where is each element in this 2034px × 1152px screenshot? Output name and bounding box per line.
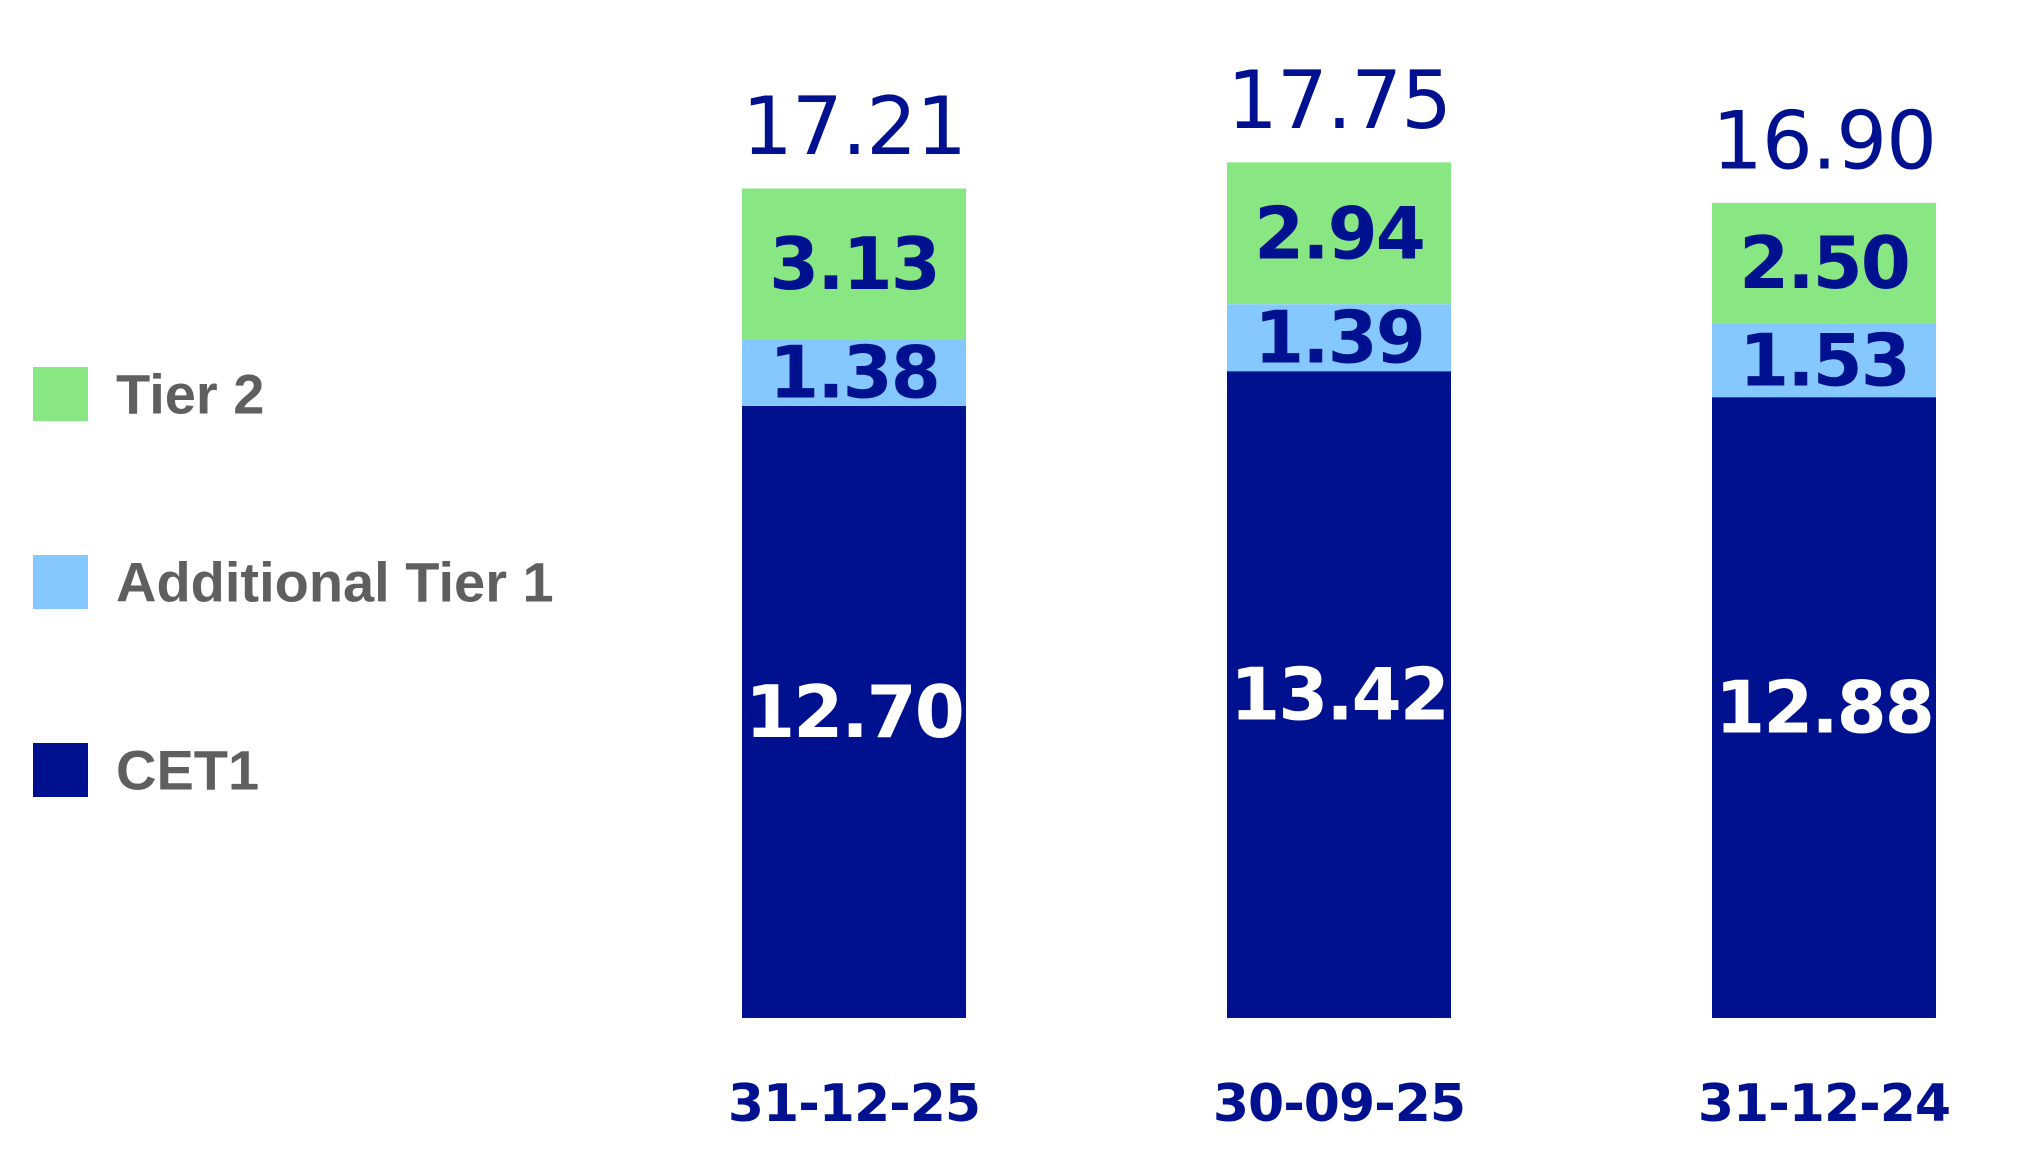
legend-label-cet1: CET1 <box>116 739 259 802</box>
data-label-additional-tier-1-31-12-24: 1.53 <box>1739 318 1909 402</box>
data-label-additional-tier-1-30-09-25: 1.39 <box>1254 296 1424 380</box>
bar-cet1-31-12-25 <box>742 405 966 1018</box>
legend-label-tier-2: Tier 2 <box>116 363 264 426</box>
data-label-tier-2-30-09-25: 2.94 <box>1254 191 1424 275</box>
bar-tier-2-31-12-24 <box>1712 202 1936 324</box>
bar-cet1-31-12-24 <box>1712 397 1936 1018</box>
category-label-31-12-25: 31-12-25 <box>728 1074 980 1134</box>
bar-additional-tier-1-30-09-25 <box>1227 304 1451 372</box>
data-label-tier-2-31-12-24: 2.50 <box>1739 221 1909 305</box>
total-label-30-09-25: 17.75 <box>1227 54 1451 147</box>
legend-swatch-tier-2 <box>33 367 88 421</box>
legend-label-additional-tier-1: Additional Tier 1 <box>116 551 554 614</box>
category-label-30-09-25: 30-09-25 <box>1213 1074 1465 1134</box>
legend-swatch-additional-tier-1 <box>33 555 88 609</box>
total-label-31-12-24: 16.90 <box>1712 94 1936 187</box>
bar-additional-tier-1-31-12-24 <box>1712 323 1936 398</box>
data-label-cet1-30-09-25: 13.42 <box>1230 653 1448 737</box>
data-label-additional-tier-1-31-12-25: 1.38 <box>769 331 939 415</box>
bar-tier-2-31-12-25 <box>742 188 966 340</box>
data-label-cet1-31-12-24: 12.88 <box>1715 666 1933 750</box>
data-label-tier-2-31-12-25: 3.13 <box>769 222 939 306</box>
chart-legend: Tier 2 Additional Tier 1 CET1 <box>33 363 554 802</box>
total-label-31-12-25: 17.21 <box>742 80 966 173</box>
data-label-cet1-31-12-25: 12.70 <box>745 670 963 754</box>
legend-swatch-cet1 <box>33 743 88 797</box>
category-label-31-12-24: 31-12-24 <box>1698 1074 1950 1134</box>
bar-tier-2-30-09-25 <box>1227 162 1451 305</box>
chart-category-axis: 31-12-25 30-09-25 31-12-24 <box>728 1074 1951 1134</box>
bar-cet1-30-09-25 <box>1227 371 1451 1018</box>
chart-bars: 12.70 1.38 3.13 13.42 1.39 2.94 12.88 1.53 2.50 <box>742 162 1936 1018</box>
chart-totals: 17.21 17.75 16.90 <box>742 54 1937 187</box>
bar-additional-tier-1-31-12-25 <box>742 339 966 406</box>
